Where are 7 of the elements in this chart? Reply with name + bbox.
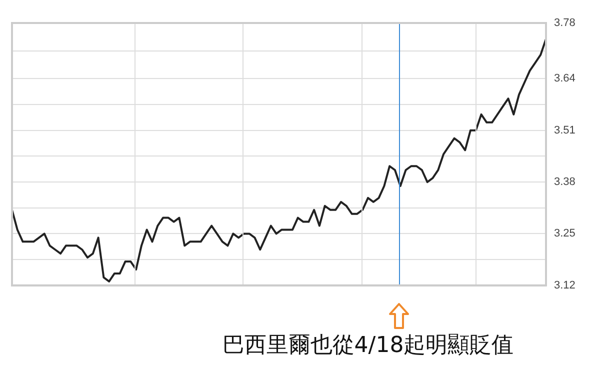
y-tick-label: 3.25 bbox=[554, 228, 576, 240]
y-tick-label: 3.12 bbox=[554, 279, 576, 292]
text: 巴西里爾也從4/18起明顯貶值 bbox=[221, 332, 515, 360]
y-tick-label: 3.78 bbox=[554, 17, 576, 30]
y-tick-label: 3.64 bbox=[554, 72, 576, 85]
y-tick-label: 3.51 bbox=[554, 124, 576, 136]
y-tick-label: 3.38 bbox=[554, 176, 576, 188]
